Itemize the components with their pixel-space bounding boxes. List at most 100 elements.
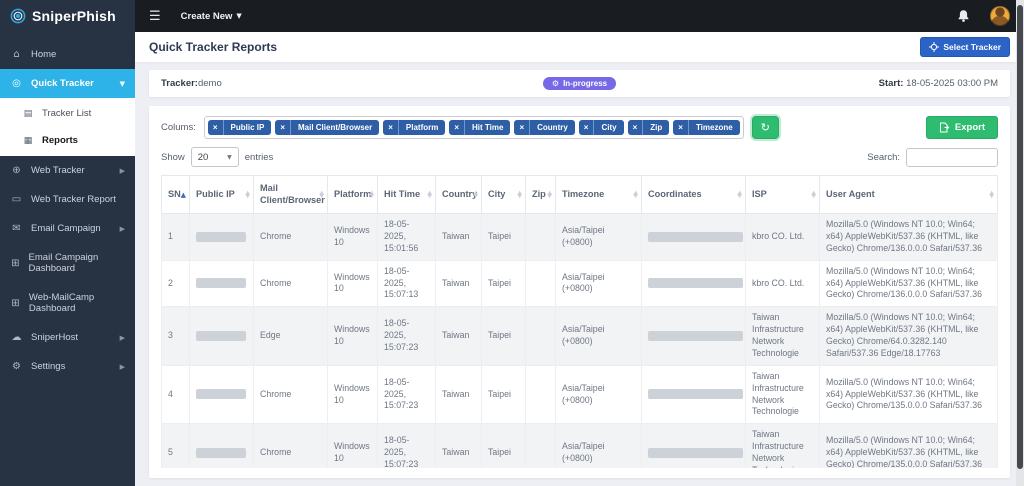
brand-logo[interactable]: SniperPhish: [0, 0, 135, 32]
remove-tag-icon[interactable]: ×: [208, 120, 224, 135]
redacted-ip-block: [196, 278, 246, 289]
cell-isp: Taiwan Infrastructure Network Technologi…: [745, 306, 820, 366]
column-header-mail-client-browser[interactable]: Mail Client/Browser ▲ ▼: [253, 175, 328, 214]
hamburger-menu-icon[interactable]: ☰: [149, 8, 161, 24]
cell-sn: 2: [161, 259, 190, 308]
column-tag[interactable]: × Hit Time: [449, 120, 511, 135]
create-new-label: Create New: [180, 10, 233, 22]
tracker-name: Tracker:demo: [161, 78, 222, 89]
column-tag[interactable]: × Timezone: [673, 120, 740, 135]
cell-platform: Windows 10: [327, 423, 378, 468]
sidebar-item-email-campaign-dashboard[interactable]: ⊞ Email Campaign Dashboard: [0, 243, 135, 283]
cell-public-ip: [189, 213, 254, 261]
column-tag[interactable]: × Mail Client/Browser: [275, 120, 380, 135]
remove-tag-icon[interactable]: ×: [383, 120, 399, 135]
cell-coordinates: [641, 259, 746, 308]
cell-mail-client: Chrome: [253, 423, 328, 468]
sidebar-item-web-tracker[interactable]: ⊕ Web Tracker ▶: [0, 156, 135, 185]
column-header-hit-time[interactable]: Hit Time ▲ ▼: [377, 175, 436, 214]
bell-icon[interactable]: [957, 9, 970, 23]
sidebar-item-reports[interactable]: ▦ Reports: [0, 127, 135, 154]
columns-label: Colums:: [161, 122, 196, 133]
column-header-public-ip[interactable]: Public IP ▲ ▼: [189, 175, 254, 214]
sidebar-item-email-campaign[interactable]: ✉ Email Campaign ▶: [0, 214, 135, 243]
sidebar-item-web-tracker-report[interactable]: ▭ Web Tracker Report: [0, 185, 135, 214]
sidebar-item-label: Web Tracker Report: [31, 194, 116, 205]
cell-country: Taiwan: [435, 364, 482, 425]
sort-arrows-icon: ▲▼: [245, 188, 250, 200]
chevron-right-icon: ▶: [119, 333, 125, 342]
sort-arrows-icon: ▲▼: [427, 188, 432, 200]
column-tag[interactable]: × Platform: [383, 120, 446, 135]
create-new-menu[interactable]: Create New ▼: [181, 11, 242, 22]
cell-user-agent: Mozilla/5.0 (Windows NT 10.0; Win64; x64…: [819, 259, 998, 308]
remove-tag-icon[interactable]: ×: [275, 120, 291, 135]
table-controls: Show 20 ▼ entries Search:: [161, 147, 998, 167]
table-header-row: SN▲▼Public IP▲▼Mail Client/Browser▲▼Plat…: [161, 175, 998, 214]
column-tag[interactable]: × City: [578, 120, 624, 135]
sidebar-item-tracker-list[interactable]: ▤ Tracker List: [0, 100, 135, 127]
tag-label: Country: [537, 123, 568, 132]
column-header-coordinates[interactable]: Coordinates ▲ ▼: [641, 175, 746, 214]
chevron-right-icon: ▶: [119, 166, 125, 175]
cell-public-ip: [189, 306, 254, 366]
user-avatar[interactable]: [990, 6, 1010, 26]
tag-label: Public IP: [230, 123, 265, 132]
column-header-isp[interactable]: ISP ▲ ▼: [745, 175, 820, 214]
select-tracker-button[interactable]: Select Tracker: [920, 37, 1010, 57]
main-column: ☰ Create New ▼ Quick Tracker Reports: [135, 0, 1024, 486]
sidebar-item-label: Email Campaign Dashboard: [28, 252, 99, 274]
redacted-coordinates-block: [648, 330, 743, 341]
report-table-wrap: SN▲▼Public IP▲▼Mail Client/Browser▲▼Plat…: [161, 175, 998, 468]
column-header-user-agent[interactable]: User Agent ▲ ▼: [819, 175, 998, 214]
brand-name: SniperPhish: [32, 8, 116, 24]
search-input[interactable]: [906, 147, 998, 167]
column-tag[interactable]: × Public IP: [207, 120, 272, 135]
cell-hit-time: 18-05-2025, 15:07:23: [377, 364, 436, 425]
remove-tag-icon[interactable]: ×: [579, 120, 595, 135]
table-row: 3 Edge Windows 10 18-05-2025, 15:07:23 Taiwa…: [161, 306, 998, 366]
cell-country: Taiwan: [435, 423, 482, 468]
tracker-info-bar: Tracker:demo ⚙ In-progress Start: 18-05-…: [149, 70, 1010, 97]
sort-arrows-icon: ▲▼: [180, 190, 186, 199]
sidebar-item-label: SniperHost: [31, 332, 78, 343]
column-tag[interactable]: × Zip: [627, 120, 670, 135]
page-size-select[interactable]: 20 ▼: [190, 147, 239, 167]
sidebar-item-settings[interactable]: ⚙ Settings ▶: [0, 352, 135, 381]
redacted-coordinates-block: [648, 231, 743, 242]
cell-zip: [525, 213, 556, 261]
column-header-timezone[interactable]: Timezone ▲ ▼: [555, 175, 642, 214]
columns-tag-input[interactable]: × Public IP × Mail Client/Browser × Platform ×…: [203, 116, 744, 139]
sidebar-item-home[interactable]: ⌂ Home: [0, 40, 135, 69]
cell-platform: Windows 10: [327, 364, 378, 425]
vertical-scrollbar[interactable]: [1016, 0, 1024, 486]
sidebar-item-sniperhost[interactable]: ☁ SniperHost ▶: [0, 323, 135, 352]
remove-tag-icon[interactable]: ×: [673, 120, 689, 135]
column-header-city[interactable]: City ▲ ▼: [481, 175, 526, 214]
redacted-ip-block: [196, 330, 246, 341]
scrollbar-thumb[interactable]: [1017, 5, 1023, 469]
remove-tag-icon[interactable]: ×: [449, 120, 466, 135]
cell-zip: [525, 364, 556, 425]
export-button[interactable]: Export: [925, 116, 998, 139]
remove-tag-icon[interactable]: ×: [514, 120, 531, 135]
column-header-country[interactable]: Country ▲ ▼: [435, 175, 482, 214]
column-header-sn[interactable]: SN▲▼: [161, 175, 190, 214]
sidebar-item-quick-tracker[interactable]: ◎ Quick Tracker ▼: [0, 69, 135, 98]
remove-tag-icon[interactable]: ×: [628, 120, 644, 135]
cell-mail-client: Chrome: [253, 259, 328, 308]
search-label: Search:: [867, 151, 900, 163]
table-row: 2 Chrome Windows 10 18-05-2025, 15:07:13 Tai…: [161, 259, 998, 308]
tag-label: Mail Client/Browser: [297, 123, 373, 132]
sidebar-item-label: Reports: [42, 135, 78, 146]
topbar: ☰ Create New ▼: [135, 0, 1024, 32]
tag-label: Platform: [405, 123, 439, 132]
column-header-platform[interactable]: Platform ▲ ▼: [327, 175, 378, 214]
sort-arrows-icon: ▲▼: [989, 188, 994, 200]
page-size-value: 20: [197, 151, 209, 163]
column-header-zip[interactable]: Zip ▲ ▼: [525, 175, 556, 214]
column-tag[interactable]: × Country: [514, 120, 575, 135]
refresh-button[interactable]: ↻: [751, 116, 779, 139]
redacted-ip-block: [196, 447, 246, 458]
sidebar-item-web-mailcamp-dashboard[interactable]: ⊞ Web-MailCamp Dashboard: [0, 283, 135, 323]
